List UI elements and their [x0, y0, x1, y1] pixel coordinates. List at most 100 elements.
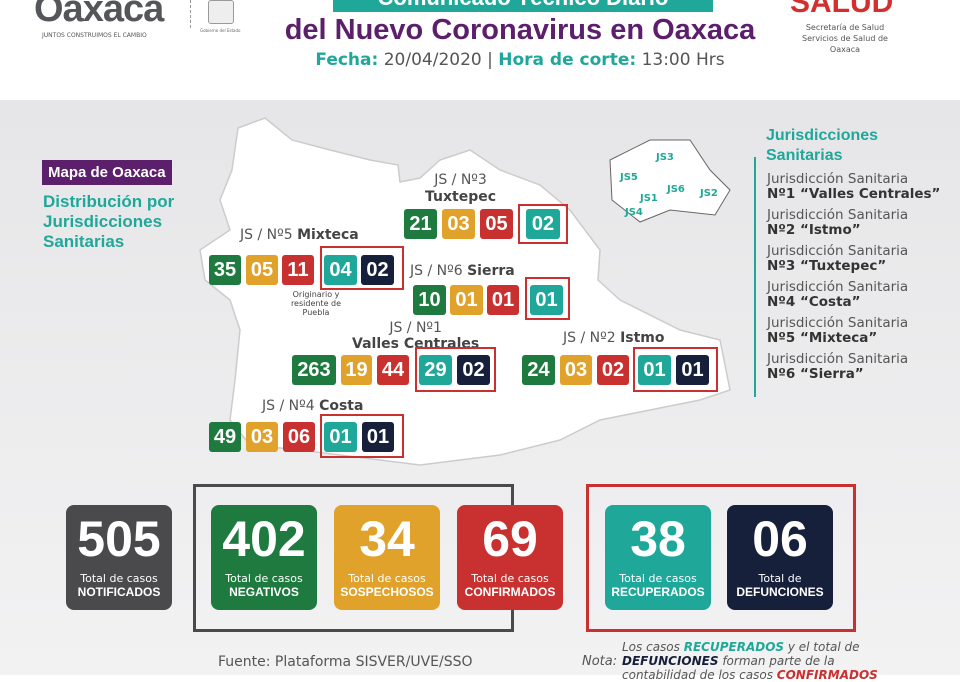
- costa-sospechosos: 03: [246, 422, 278, 452]
- map-tag: Mapa de Oaxaca: [42, 160, 172, 185]
- mixteca-recuperados: 04: [324, 255, 357, 285]
- seal-text: Gobierno del Estado: [200, 28, 241, 33]
- legend-item: Jurisdicción Sanitaria Nº2 “Istmo”: [767, 208, 947, 238]
- valles-defunciones: 02: [457, 355, 490, 385]
- line2: DEFUNCIONES: [736, 585, 824, 599]
- cut-time: 13:00 Hrs: [641, 50, 725, 70]
- code: JS / Nº2: [563, 330, 616, 346]
- logo-tagline: JUNTOS CONSTRUIMOS EL CAMBIO: [42, 32, 147, 39]
- valles-sospechosos: 19: [341, 355, 372, 385]
- label-tuxtepec: JS / Nº3 Tuxtepec: [425, 172, 496, 206]
- name: Nº3 “Tuxtepec”: [767, 258, 887, 274]
- note-c: y el total de: [784, 640, 860, 654]
- minimap-js2: JS2: [700, 188, 718, 199]
- label-mixteca: JS / Nº5 Mixteca: [240, 227, 359, 244]
- minimap-js5: JS5: [620, 172, 638, 183]
- note-defunciones: DEFUNCIONES: [622, 654, 719, 668]
- tuxtepec-sospechosos: 03: [442, 209, 475, 239]
- name: Istmo: [620, 330, 665, 346]
- outcome-frame: [518, 204, 568, 244]
- prefix: Jurisdicción Sanitaria: [767, 279, 909, 295]
- name: Tuxtepec: [425, 189, 497, 205]
- tuxtepec-recuperados: 02: [526, 209, 560, 239]
- origin-note: Originario y residente de Puebla: [290, 290, 342, 317]
- sierra-sospechosos: 01: [450, 285, 483, 315]
- legend-item: Jurisdicción Sanitaria Nº5 “Mixteca”: [767, 316, 947, 346]
- note-label: Nota:: [582, 654, 618, 669]
- date-line: Fecha: 20/04/2020 | Hora de corte: 13:00…: [315, 50, 725, 70]
- prefix: Jurisdicción Sanitaria: [767, 171, 909, 187]
- label-sierra: JS / Nº6 Sierra: [410, 263, 515, 280]
- sierra-recuperados: 01: [530, 285, 563, 315]
- line1: Total de casos: [471, 572, 549, 585]
- code: JS / Nº5: [240, 227, 293, 243]
- value: 06: [752, 511, 808, 567]
- prefix: Jurisdicción Sanitaria: [767, 207, 909, 223]
- costa-recuperados: 01: [324, 422, 357, 452]
- card-sospechosos: 34 Total de casos SOSPECHOSOS: [334, 505, 440, 610]
- mixteca-notificados: 35: [209, 255, 241, 285]
- code: JS / Nº4: [262, 398, 315, 414]
- salud-sub2: Servicios de Salud de Oaxaca: [802, 34, 888, 54]
- line2: RECUPERADOS: [611, 585, 705, 599]
- minimap-shape: [609, 139, 731, 223]
- card-negativos: 402 Total de casos NEGATIVOS: [211, 505, 317, 610]
- istmo-confirmados: 02: [597, 355, 629, 385]
- line1: Total de: [758, 572, 802, 585]
- value: 402: [222, 511, 306, 567]
- code: JS / Nº1: [389, 320, 442, 336]
- mixteca-confirmados: 11: [282, 255, 314, 285]
- outcome-frame: [320, 246, 404, 290]
- code: JS / Nº6: [410, 263, 463, 279]
- legend-item: Jurisdicción Sanitaria Nº3 “Tuxtepec”: [767, 244, 947, 274]
- line1: Total de casos: [80, 572, 158, 585]
- costa-confirmados: 06: [283, 422, 315, 452]
- istmo-recuperados: 01: [638, 355, 671, 385]
- line1: Total de casos: [225, 572, 303, 585]
- value: 38: [630, 511, 686, 567]
- line1: Total de casos: [348, 572, 426, 585]
- title-line2: del Nuevo Coronavirus en Oaxaca: [284, 14, 756, 46]
- salud-logo: SALUD: [790, 0, 894, 19]
- outcome-frame: [320, 414, 404, 458]
- legend-item: Jurisdicción Sanitaria Nº4 “Costa”: [767, 280, 947, 310]
- oaxaca-logo: Oaxaca: [34, 0, 164, 30]
- line2: CONFIRMADOS: [464, 585, 556, 599]
- card-confirmados: 69 Total de casos CONFIRMADOS: [457, 505, 563, 610]
- name: Nº2 “Istmo”: [767, 222, 861, 238]
- source-text: Fuente: Plataforma SISVER/UVE/SSO: [218, 654, 473, 670]
- valles-recuperados: 29: [419, 355, 452, 385]
- tuxtepec-notificados: 21: [404, 209, 437, 239]
- name: Mixteca: [297, 227, 359, 243]
- name: Nº6 “Sierra”: [767, 366, 864, 382]
- note-a: Los casos: [622, 640, 684, 654]
- map-subtitle: Distribución por Jurisdicciones Sanitari…: [43, 192, 175, 251]
- minimap-js4: JS4: [625, 207, 643, 218]
- label-istmo: JS / Nº2 Istmo: [563, 330, 665, 347]
- valles-confirmados: 44: [377, 355, 409, 385]
- prefix: Jurisdicción Sanitaria: [767, 315, 909, 331]
- sierra-confirmados: 01: [487, 285, 519, 315]
- outcome-frame: [415, 347, 496, 392]
- legend-list: Jurisdicción Sanitaria Nº1 “Valles Centra…: [767, 172, 947, 388]
- mixteca-sospechosos: 05: [246, 255, 278, 285]
- cut-label: Hora de corte:: [498, 50, 637, 70]
- name: Sierra: [467, 263, 515, 279]
- card-recuperados: 38 Total de casos RECUPERADOS: [605, 505, 711, 610]
- legend-line: [754, 157, 756, 397]
- card-defunciones: 06 Total de DEFUNCIONES: [727, 505, 833, 610]
- code: JS / Nº3: [434, 172, 487, 188]
- card-notificados: 505 Total de casos NOTIFICADOS: [66, 505, 172, 610]
- label-costa: JS / Nº4 Costa: [262, 398, 363, 415]
- date-label: Fecha:: [315, 50, 379, 70]
- tuxtepec-confirmados: 05: [480, 209, 513, 239]
- note-confirmados: CONFIRMADOS: [776, 668, 878, 682]
- salud-sub1: Secretaría de Salud: [805, 23, 885, 32]
- legend-item: Jurisdicción Sanitaria Nº6 “Sierra”: [767, 352, 947, 382]
- legend-item: Jurisdicción Sanitaria Nº1 “Valles Centra…: [767, 172, 947, 202]
- line2: SOSPECHOSOS: [340, 585, 434, 599]
- costa-defunciones: 01: [362, 422, 394, 452]
- minimap-js3: JS3: [656, 152, 674, 163]
- name: Costa: [319, 398, 364, 414]
- minimap-js6: JS6: [667, 184, 685, 195]
